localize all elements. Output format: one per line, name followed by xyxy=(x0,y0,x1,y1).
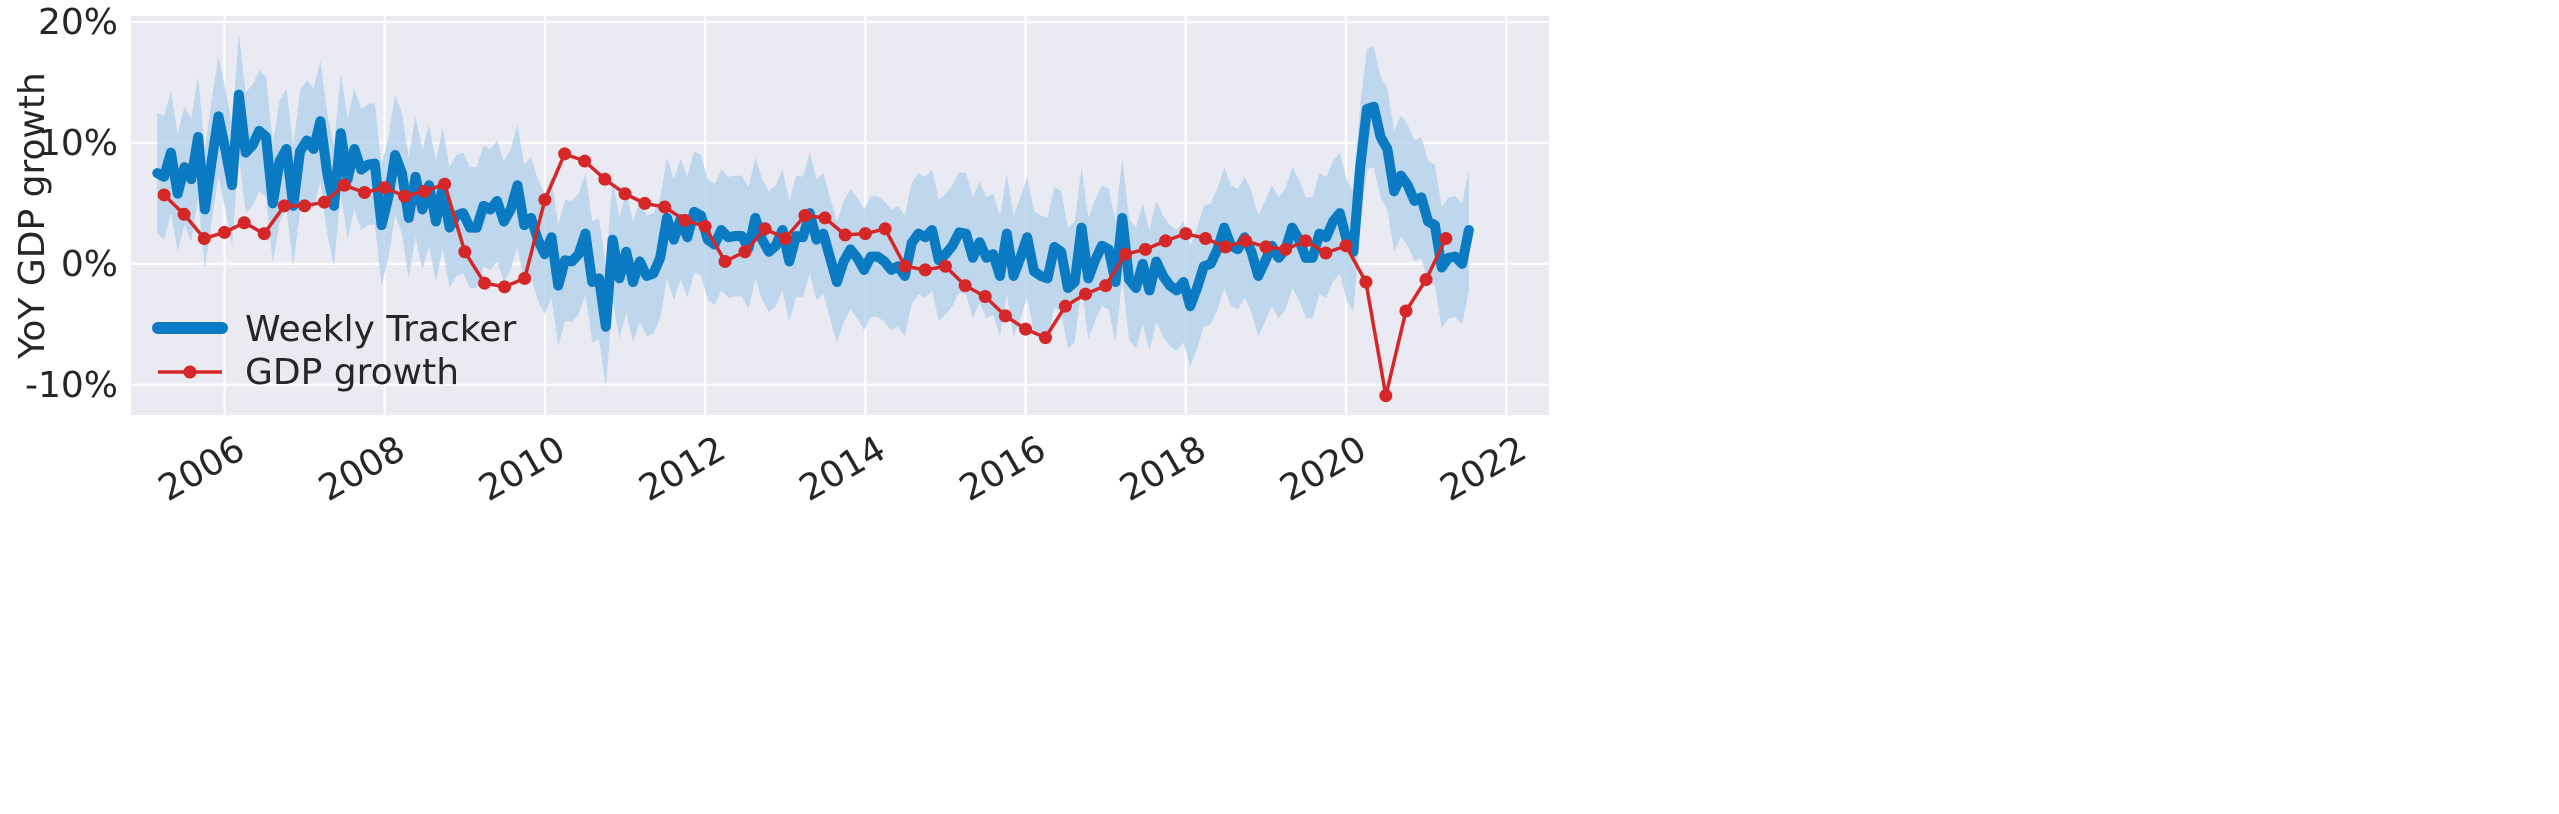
gdp-growth-point xyxy=(718,254,732,268)
y-tick-labels: 20% 10% 0% -10% xyxy=(25,2,118,406)
gdp-growth-point xyxy=(1199,231,1213,245)
x-tick-label: 2018 xyxy=(1113,428,1213,509)
gdp-growth-point xyxy=(1359,275,1373,289)
gdp-growth-point xyxy=(598,172,612,186)
gdp-growth-point xyxy=(478,276,492,290)
gdp-growth-point xyxy=(157,188,171,202)
gdp-growth-point xyxy=(698,219,712,233)
y-tick-label: 10% xyxy=(38,123,118,164)
gdp-growth-point xyxy=(418,184,432,198)
gdp-growth-point xyxy=(678,213,692,227)
gdp-growth-point xyxy=(1419,273,1433,287)
gdp-growth-point xyxy=(1079,287,1093,301)
gdp-growth-point xyxy=(357,186,371,200)
gdp-growth-point xyxy=(898,259,912,273)
gdp-growth-point xyxy=(458,245,472,259)
gdp-growth-point xyxy=(738,245,752,259)
gdp-growth-point xyxy=(758,222,772,236)
gdp-growth-point xyxy=(938,259,952,273)
gdp-growth-point xyxy=(1439,231,1453,245)
gdp-growth-point xyxy=(778,231,792,245)
gdp-growth-point xyxy=(1038,331,1052,345)
gdp-growth-point xyxy=(878,222,892,236)
y-axis-label: YoY GDP growth xyxy=(12,72,53,360)
gdp-growth-point xyxy=(518,271,532,285)
gdp-growth-point xyxy=(197,231,211,245)
gdp-growth-point xyxy=(1218,240,1232,254)
legend-label-gdp-growth: GDP growth xyxy=(245,352,459,393)
gdp-growth-point xyxy=(978,290,992,304)
gdp-growth-point xyxy=(998,309,1012,323)
gdp-growth-point xyxy=(217,225,231,239)
x-tick-label: 2008 xyxy=(312,428,412,509)
gdp-growth-point xyxy=(1279,242,1293,256)
gdp-growth-point xyxy=(578,154,592,168)
gdp-growth-point xyxy=(538,193,552,207)
gdp-growth-point xyxy=(1259,240,1273,254)
x-tick-label: 2010 xyxy=(472,428,572,509)
gdp-growth-point xyxy=(317,195,331,209)
x-tick-labels: 2006 2008 2010 2012 2014 2016 2018 2020 2022 xyxy=(152,428,1534,509)
gdp-growth-point xyxy=(958,279,972,293)
gdp-growth-point xyxy=(1339,239,1353,253)
gdp-growth-point xyxy=(1319,246,1333,260)
x-tick-label: 2014 xyxy=(793,428,893,509)
gdp-growth-point xyxy=(298,199,312,213)
gdp-growth-point xyxy=(498,280,512,294)
gdp-growth-point xyxy=(1118,247,1132,261)
gdp-growth-point xyxy=(177,207,191,221)
gdp-growth-point xyxy=(1099,279,1113,293)
x-tick-label: 2016 xyxy=(953,428,1053,509)
gdp-growth-point xyxy=(277,199,291,213)
legend-marker-gdp-growth xyxy=(183,365,197,379)
x-tick-label: 2006 xyxy=(152,428,252,509)
gdp-growth-point xyxy=(1159,234,1173,248)
legend: Weekly Tracker GDP growth xyxy=(152,309,516,393)
gdp-growth-point xyxy=(1019,322,1033,336)
gdp-growth-point xyxy=(1399,304,1413,318)
gdp-growth-point xyxy=(1179,227,1193,241)
gdp-growth-point xyxy=(918,263,932,277)
gdp-growth-point xyxy=(1138,242,1152,256)
gdp-growth-point xyxy=(618,187,632,201)
gdp-growth-point xyxy=(398,189,412,203)
x-tick-label: 2020 xyxy=(1273,428,1373,509)
gdp-growth-point xyxy=(438,177,452,191)
gdp-growth-point xyxy=(337,178,351,192)
gdp-growth-point xyxy=(1239,234,1253,248)
legend-label-weekly-tracker: Weekly Tracker xyxy=(245,309,516,350)
gdp-growth-point xyxy=(237,216,251,230)
gdp-growth-point xyxy=(378,181,392,195)
gdp-growth-point xyxy=(1299,234,1313,248)
y-tick-label: -10% xyxy=(25,365,118,406)
weekly-tracker-line xyxy=(152,89,1474,332)
gdp-growth-point xyxy=(558,147,572,161)
gdp-growth-point xyxy=(1379,389,1393,403)
gdp-growth-point xyxy=(818,211,832,225)
gdp-growth-point xyxy=(257,227,271,241)
x-tick-label: 2012 xyxy=(633,428,733,509)
y-tick-label: 0% xyxy=(61,244,118,285)
gdp-growth-point xyxy=(1058,299,1072,313)
gdp-growth-point xyxy=(658,200,672,214)
gdp-growth-point xyxy=(798,209,812,222)
gdp-growth-point xyxy=(838,228,852,242)
gdp-growth-point xyxy=(858,227,872,241)
series-layer xyxy=(152,89,1474,403)
gdp-growth-point xyxy=(638,196,652,210)
x-tick-label: 2022 xyxy=(1434,428,1534,509)
y-tick-label: 20% xyxy=(38,2,118,43)
